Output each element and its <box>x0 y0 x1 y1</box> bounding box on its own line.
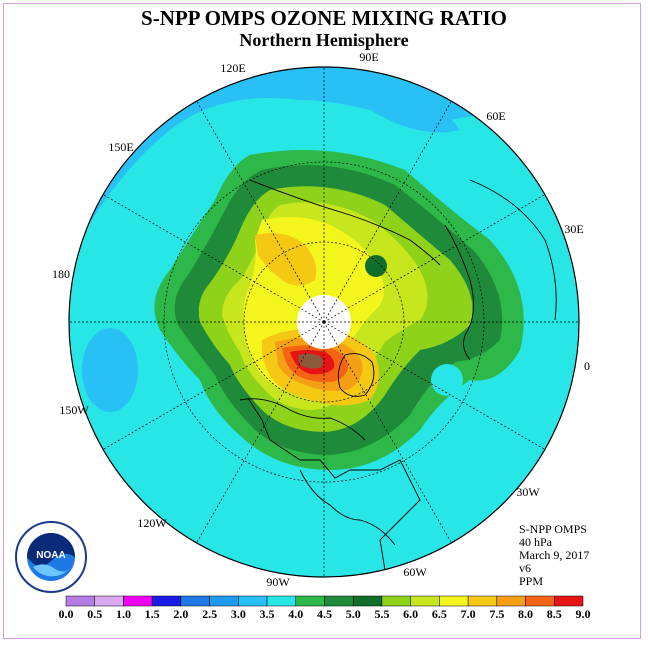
colorbar-tick-label: 8.5 <box>546 607 562 621</box>
colorbar-tick-label: 5.0 <box>345 607 361 621</box>
colorbar-tick-label: 1.5 <box>144 607 160 621</box>
coast-africa <box>469 179 557 321</box>
label-120e: 120E <box>220 61 245 75</box>
colorbar-tick-label: 8.0 <box>518 607 534 621</box>
longitude-labels: 90E 60E 30E 0 30W 60W 90W 120W 150W 180 … <box>52 50 590 589</box>
colorbar-tick-label: 1.0 <box>115 607 131 621</box>
colorbar-swatch <box>123 595 153 607</box>
map-boundary <box>68 66 580 578</box>
colorbar-tick-label: 7.5 <box>489 607 505 621</box>
info-date: March 9, 2017 <box>519 548 590 562</box>
label-90e: 90E <box>359 50 378 64</box>
contour-9-0 <box>298 353 323 369</box>
map-title: S-NPP OMPS OZONE MIXING RATIO <box>141 6 507 30</box>
ozone-field <box>69 67 579 577</box>
colorbar-tick-label: 0.0 <box>58 607 74 621</box>
coast-europe <box>444 224 474 361</box>
low-region-west <box>82 328 138 412</box>
colorbar-swatch <box>324 595 354 607</box>
colorbar-tick-label: 0.5 <box>87 607 103 621</box>
graticule <box>69 67 579 577</box>
label-60w: 60W <box>403 565 427 579</box>
colorbar-swatch <box>94 595 124 607</box>
colorbar-tick-label: 3.5 <box>259 607 275 621</box>
colorbar-swatch <box>238 595 268 607</box>
info-level: 40 hPa <box>519 535 552 549</box>
info-instrument: S-NPP OMPS <box>519 522 587 536</box>
noaa-logo-text: NOAA <box>36 550 65 561</box>
colorbar-swatch <box>266 595 297 607</box>
colorbar-tick-label: 4.5 <box>317 607 332 621</box>
colorbar-labels: 0.0 0.5 1.0 1.5 2.0 2.5 3.0 3.5 4.0 4.5 5.0 5.5 6.0 6… <box>0 607 648 623</box>
colorbar-swatch <box>496 595 526 607</box>
colorbar-tick-label: 6.0 <box>403 607 419 621</box>
low-ring-east <box>431 364 463 396</box>
coast-mexico <box>299 469 396 546</box>
colorbar-tick-label: 2.0 <box>173 607 189 621</box>
colorbar-swatch <box>467 595 498 607</box>
colorbar-swatch <box>295 595 325 607</box>
colorbar-swatch <box>209 595 239 607</box>
label-90w: 90W <box>266 575 290 589</box>
colorbar-swatch <box>554 595 584 607</box>
coastlines <box>239 179 557 577</box>
ridge-spot <box>365 255 387 277</box>
label-120w: 120W <box>137 516 167 530</box>
colorbar-tick-label: 4.0 <box>288 607 304 621</box>
coast-greenland <box>337 353 375 397</box>
colorbar-tick-label: 2.5 <box>202 607 218 621</box>
label-150e: 150E <box>108 140 133 154</box>
info-block: S-NPP OMPS 40 hPa March 9, 2017 v6 PPM <box>519 523 589 588</box>
noaa-logo-icon: NOAA <box>15 521 87 593</box>
label-150w: 150W <box>59 403 89 417</box>
colorbar-swatch <box>180 595 210 607</box>
colorbar-swatch <box>352 595 383 607</box>
colorbar-tick-label: 7.0 <box>460 607 476 621</box>
coast-asia <box>249 179 441 266</box>
coast-north-america <box>247 397 421 577</box>
colorbar-tick-label: 6.5 <box>431 607 447 621</box>
colorbar-tick-label: 5.5 <box>374 607 390 621</box>
colorbar-swatch <box>439 595 469 607</box>
figure-frame <box>3 3 641 639</box>
label-180: 180 <box>52 267 70 281</box>
colorbar-swatch <box>65 595 95 607</box>
map-subtitle: Northern Hemisphere <box>239 30 409 50</box>
info-version: v6 <box>519 561 531 575</box>
colorbar-tick-label: 9.0 <box>575 607 591 621</box>
contour-7-0-a <box>255 232 317 286</box>
colorbar-swatch <box>151 595 182 607</box>
info-units: PPM <box>519 574 544 588</box>
noaa-logo: NOAA <box>15 521 87 593</box>
colorbar-swatch <box>525 595 555 607</box>
label-0: 0 <box>584 359 590 373</box>
label-30e: 30E <box>564 222 583 236</box>
colorbar <box>65 595 584 607</box>
label-30w: 30W <box>516 485 540 499</box>
colorbar-swatch <box>410 595 440 607</box>
colorbar-tick-label: 3.0 <box>230 607 246 621</box>
coast-canada <box>239 398 366 441</box>
low-band-ne <box>300 67 460 133</box>
label-60e: 60E <box>486 109 505 123</box>
colorbar-swatch <box>381 595 411 607</box>
